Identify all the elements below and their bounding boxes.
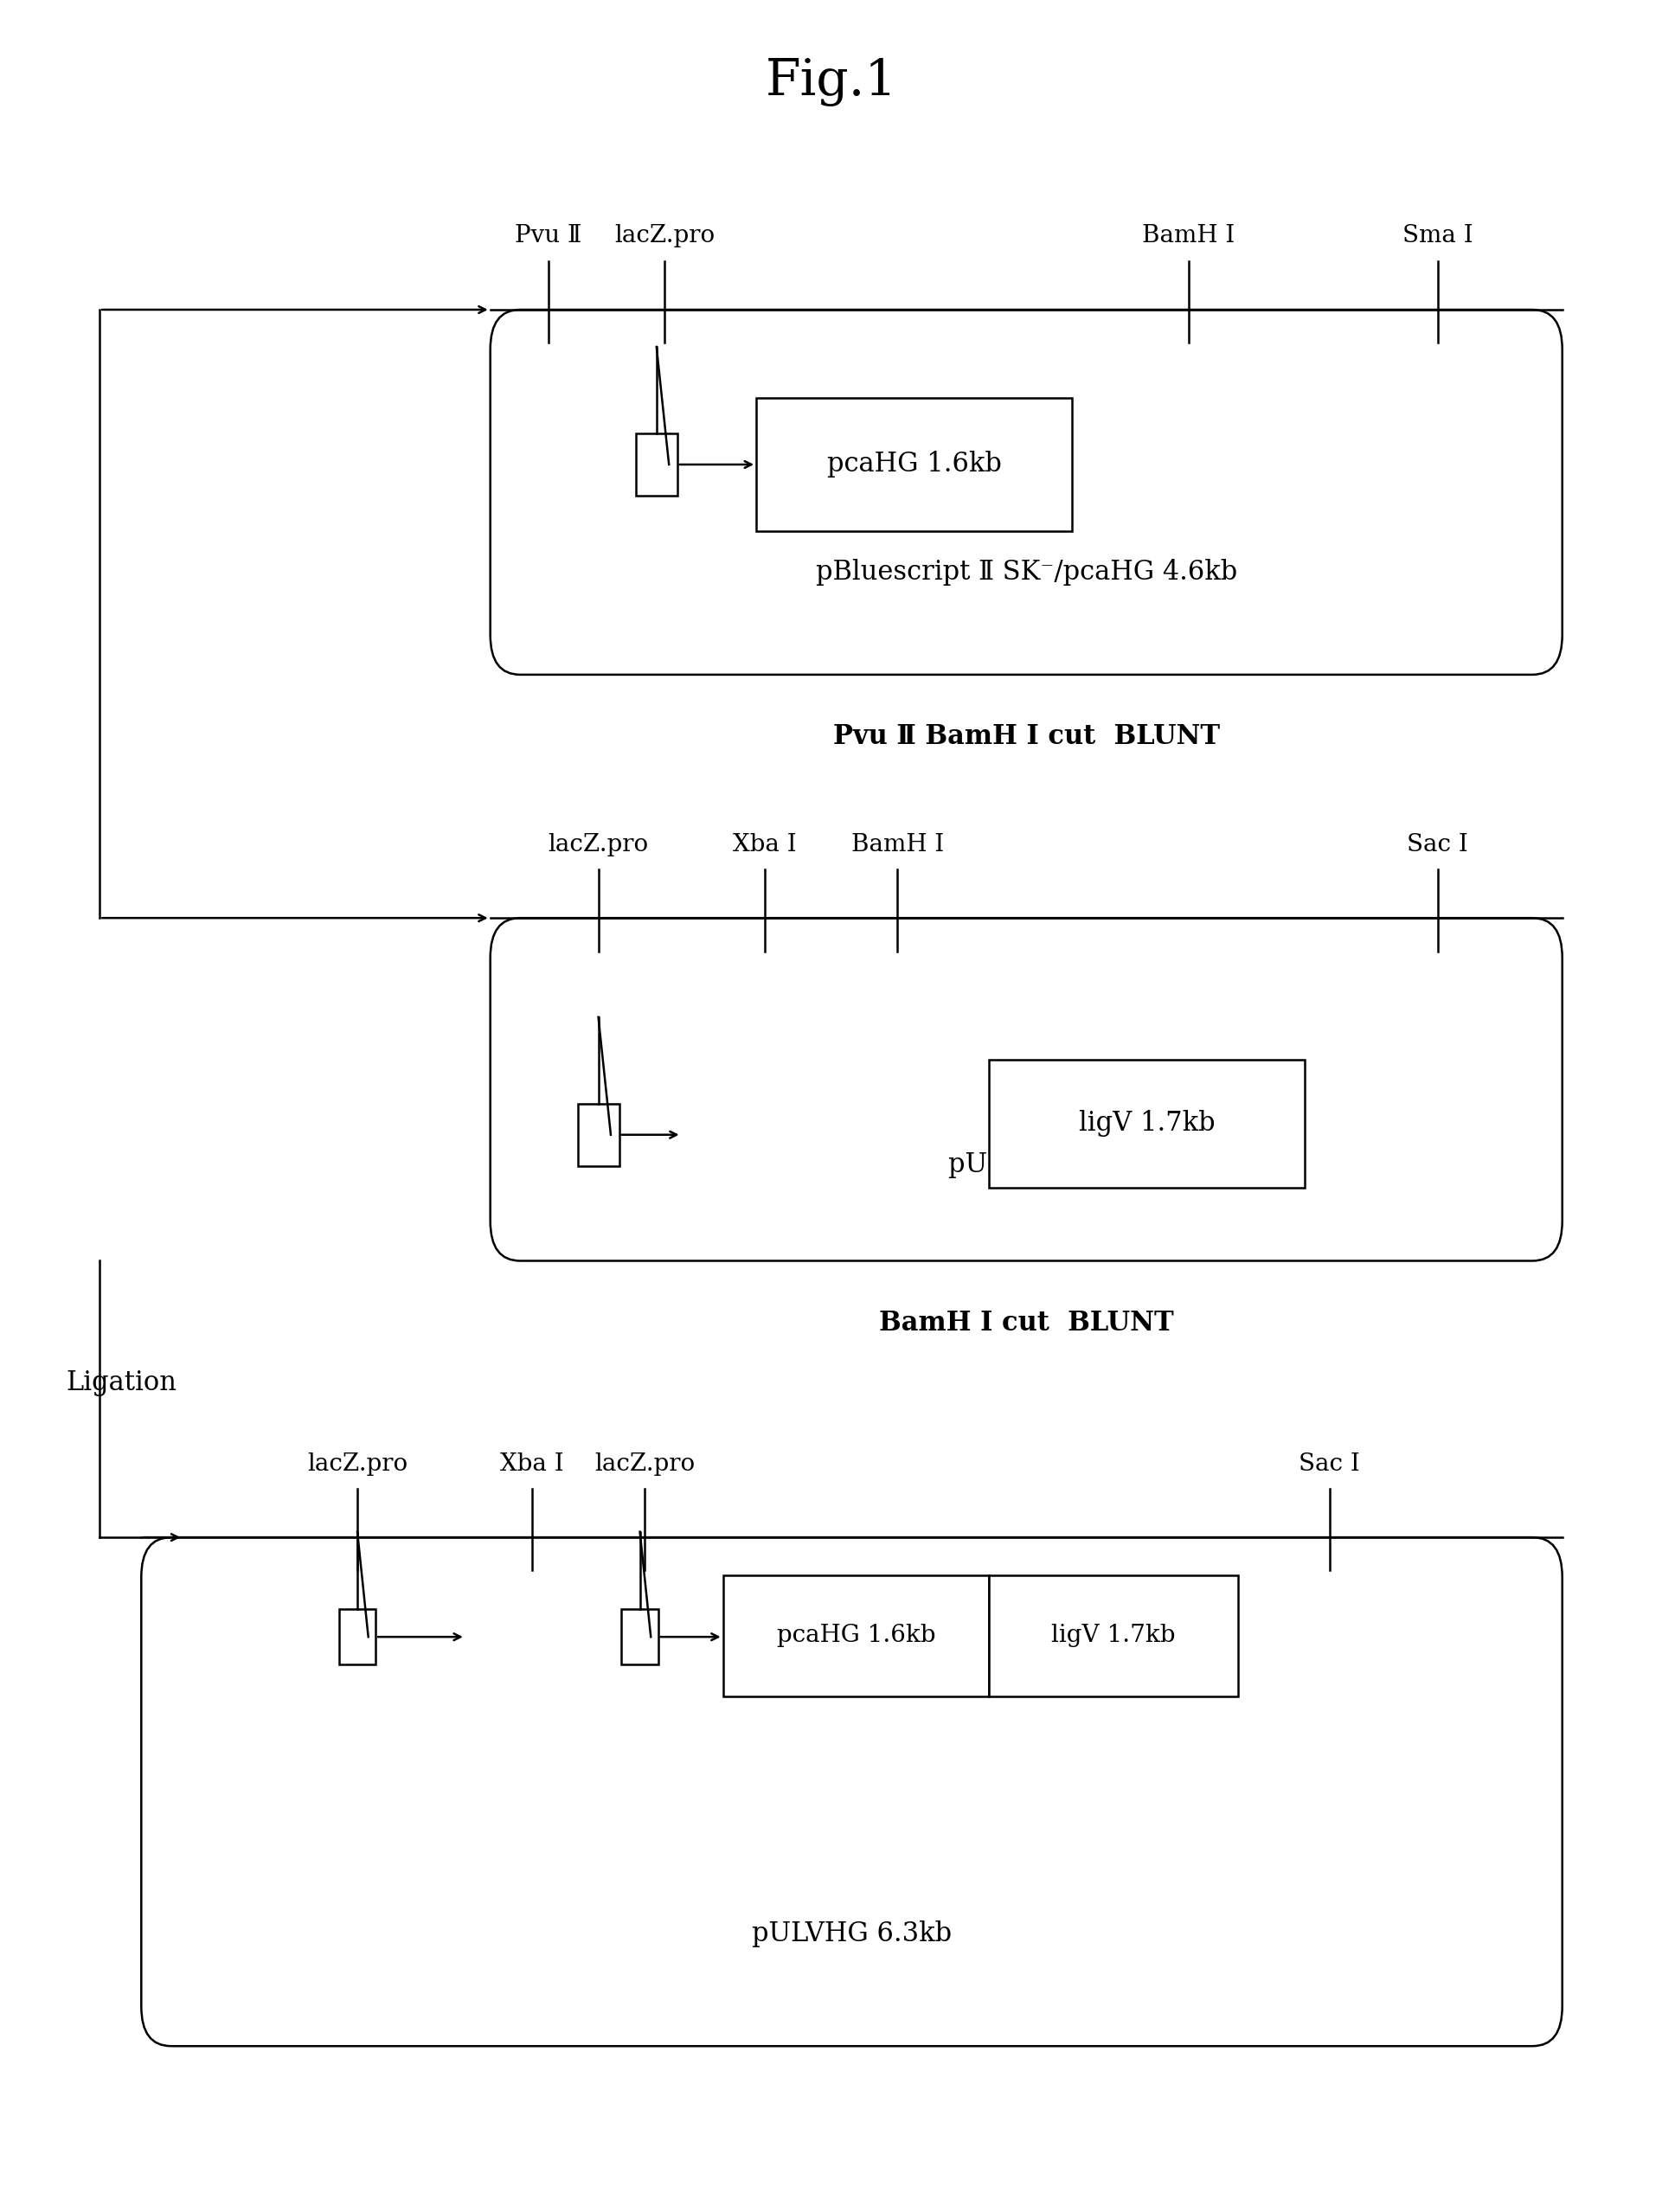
Bar <box>723 1575 989 1697</box>
Bar <box>989 1060 1305 1188</box>
Text: Ligation: Ligation <box>66 1369 178 1396</box>
Text: ligV 1.7kb: ligV 1.7kb <box>1052 1624 1175 1648</box>
Text: pULV 4.6kb: pULV 4.6kb <box>949 1152 1104 1179</box>
Text: pcaHG 1.6kb: pcaHG 1.6kb <box>826 451 1002 478</box>
Text: ligV 1.7kb: ligV 1.7kb <box>1079 1110 1215 1137</box>
Text: Pvu Ⅱ: Pvu Ⅱ <box>515 223 582 248</box>
Bar <box>989 1575 1238 1697</box>
Text: Fig.1: Fig.1 <box>765 58 897 106</box>
Bar <box>577 1104 618 1166</box>
Text: lacZ.pro: lacZ.pro <box>615 223 715 248</box>
Bar <box>756 398 1072 531</box>
Bar <box>339 1610 376 1666</box>
Text: pULVHG 6.3kb: pULVHG 6.3kb <box>751 1920 952 1947</box>
Bar <box>622 1610 658 1666</box>
FancyBboxPatch shape <box>490 918 1562 1261</box>
Text: Sac I: Sac I <box>1408 832 1468 856</box>
Bar <box>635 434 678 495</box>
Text: Xba I: Xba I <box>500 1451 563 1475</box>
Text: pBluescript Ⅱ SK⁻/pcaHG 4.6kb: pBluescript Ⅱ SK⁻/pcaHG 4.6kb <box>816 560 1237 586</box>
Text: lacZ.pro: lacZ.pro <box>595 1451 695 1475</box>
Text: Sma I: Sma I <box>1403 223 1473 248</box>
Text: BamH I cut  BLUNT: BamH I cut BLUNT <box>879 1310 1173 1336</box>
Text: BamH I: BamH I <box>851 832 944 856</box>
Text: Pvu Ⅱ BamH I cut  BLUNT: Pvu Ⅱ BamH I cut BLUNT <box>833 723 1220 750</box>
Text: BamH I: BamH I <box>1142 223 1235 248</box>
FancyBboxPatch shape <box>141 1537 1562 2046</box>
Text: Xba I: Xba I <box>733 832 796 856</box>
Text: lacZ.pro: lacZ.pro <box>307 1451 407 1475</box>
Text: Sac I: Sac I <box>1300 1451 1360 1475</box>
Text: lacZ.pro: lacZ.pro <box>548 832 648 856</box>
FancyBboxPatch shape <box>490 310 1562 675</box>
Text: pcaHG 1.6kb: pcaHG 1.6kb <box>776 1624 936 1648</box>
